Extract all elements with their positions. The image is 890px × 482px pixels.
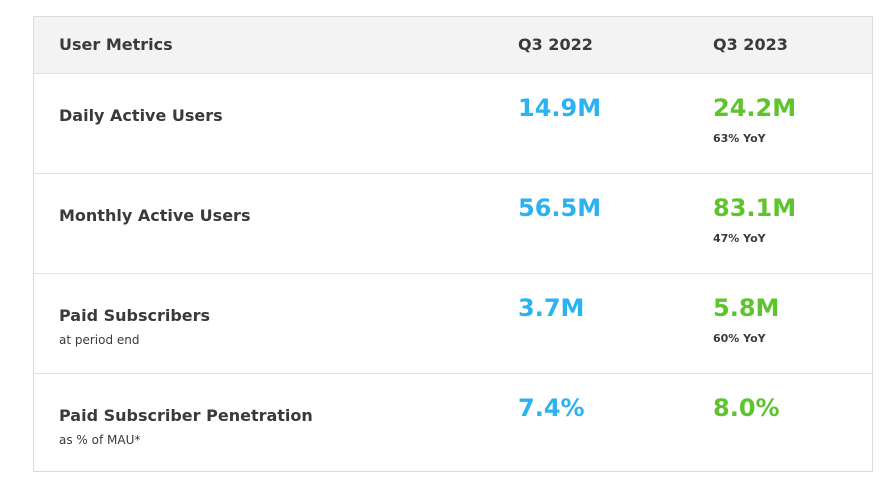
row-label: Paid Subscribers [59,306,211,325]
q3-2022-cell: 7.4% [518,394,585,422]
row-sublabel: as % of MAU* [59,433,141,447]
q3-2023-value: 8.0% [713,394,780,422]
table-row-daily-active-users: Daily Active Users 14.9M 24.2M 63% YoY [34,74,872,174]
row-label: Monthly Active Users [59,206,251,225]
q3-2022-value: 7.4% [518,394,585,422]
row-label-cell: Paid Subscribers at period end [59,306,210,347]
user-metrics-table: User Metrics Q3 2022 Q3 2023 Daily Activ… [33,16,873,472]
row-label: Daily Active Users [59,106,223,125]
header-user-metrics: User Metrics [59,35,173,54]
q3-2022-cell: 14.9M [518,94,601,122]
q3-2023-cell: 83.1M 47% YoY [713,194,796,245]
table-header-row: User Metrics Q3 2022 Q3 2023 [34,17,872,74]
q3-2023-value: 5.8M [713,294,780,322]
q3-2023-cell: 24.2M 63% YoY [713,94,796,145]
q3-2022-value: 14.9M [518,94,602,122]
yoy-change: 60% YoY [713,332,766,345]
header-q3-2022: Q3 2022 [518,35,593,54]
row-label: Paid Subscriber Penetration [59,406,313,425]
yoy-change: 47% YoY [713,232,766,245]
q3-2022-cell: 56.5M [518,194,601,222]
q3-2022-cell: 3.7M [518,294,584,322]
q3-2023-value: 83.1M [713,194,797,222]
q3-2023-cell: 8.0% [713,394,780,422]
header-q3-2023: Q3 2023 [713,35,788,54]
q3-2022-value: 3.7M [518,294,585,322]
q3-2023-cell: 5.8M 60% YoY [713,294,779,345]
table-row-paid-subscribers: Paid Subscribers at period end 3.7M 5.8M… [34,274,872,374]
q3-2023-value: 24.2M [713,94,797,122]
q3-2022-value: 56.5M [518,194,602,222]
row-sublabel: at period end [59,333,140,347]
table-row-paid-subscriber-penetration: Paid Subscriber Penetration as % of MAU*… [34,374,872,474]
yoy-change: 63% YoY [713,132,766,145]
row-label-cell: Paid Subscriber Penetration as % of MAU* [59,406,313,447]
row-label-cell: Monthly Active Users [59,206,250,225]
row-label-cell: Daily Active Users [59,106,223,125]
table-row-monthly-active-users: Monthly Active Users 56.5M 83.1M 47% YoY [34,174,872,274]
